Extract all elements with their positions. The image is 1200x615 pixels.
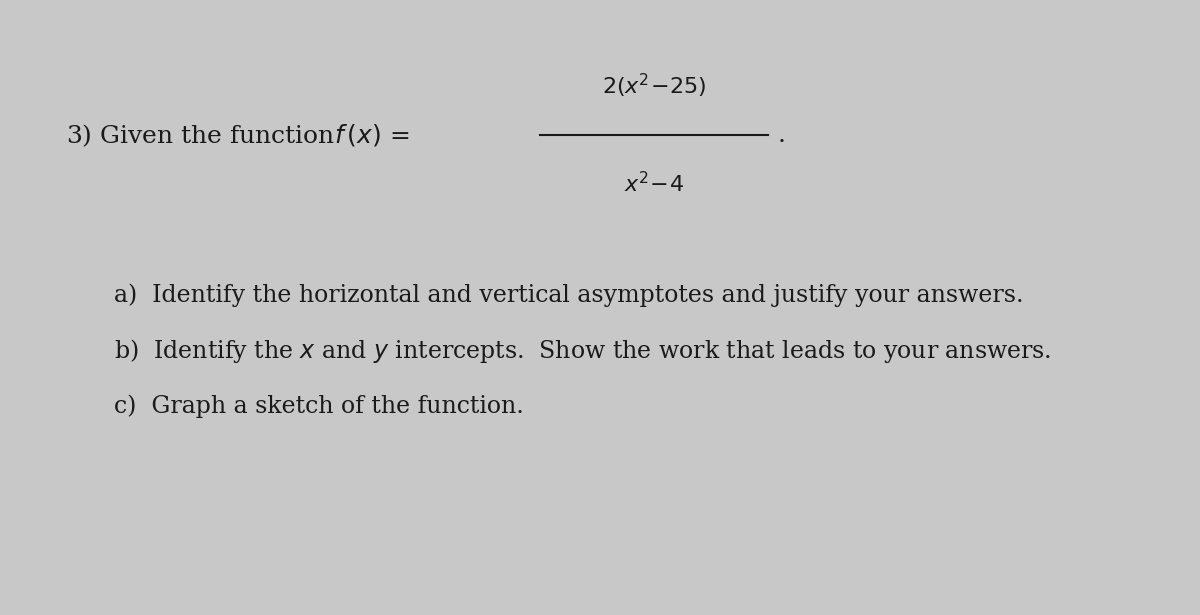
Text: $x^2\!-\!4$: $x^2\!-\!4$: [624, 172, 684, 197]
Text: 3) Given the function$f\,(x)$ =: 3) Given the function$f\,(x)$ =: [66, 122, 409, 149]
Text: .: .: [778, 124, 786, 147]
Text: $2(x^2\!-\!25)$: $2(x^2\!-\!25)$: [601, 72, 707, 100]
Text: a)  Identify the horizontal and vertical asymptotes and justify your answers.: a) Identify the horizontal and vertical …: [114, 284, 1024, 307]
Text: c)  Graph a sketch of the function.: c) Graph a sketch of the function.: [114, 394, 524, 418]
Text: b)  Identify the $x$ and $y$ intercepts.  Show the work that leads to your answe: b) Identify the $x$ and $y$ intercepts. …: [114, 336, 1051, 365]
